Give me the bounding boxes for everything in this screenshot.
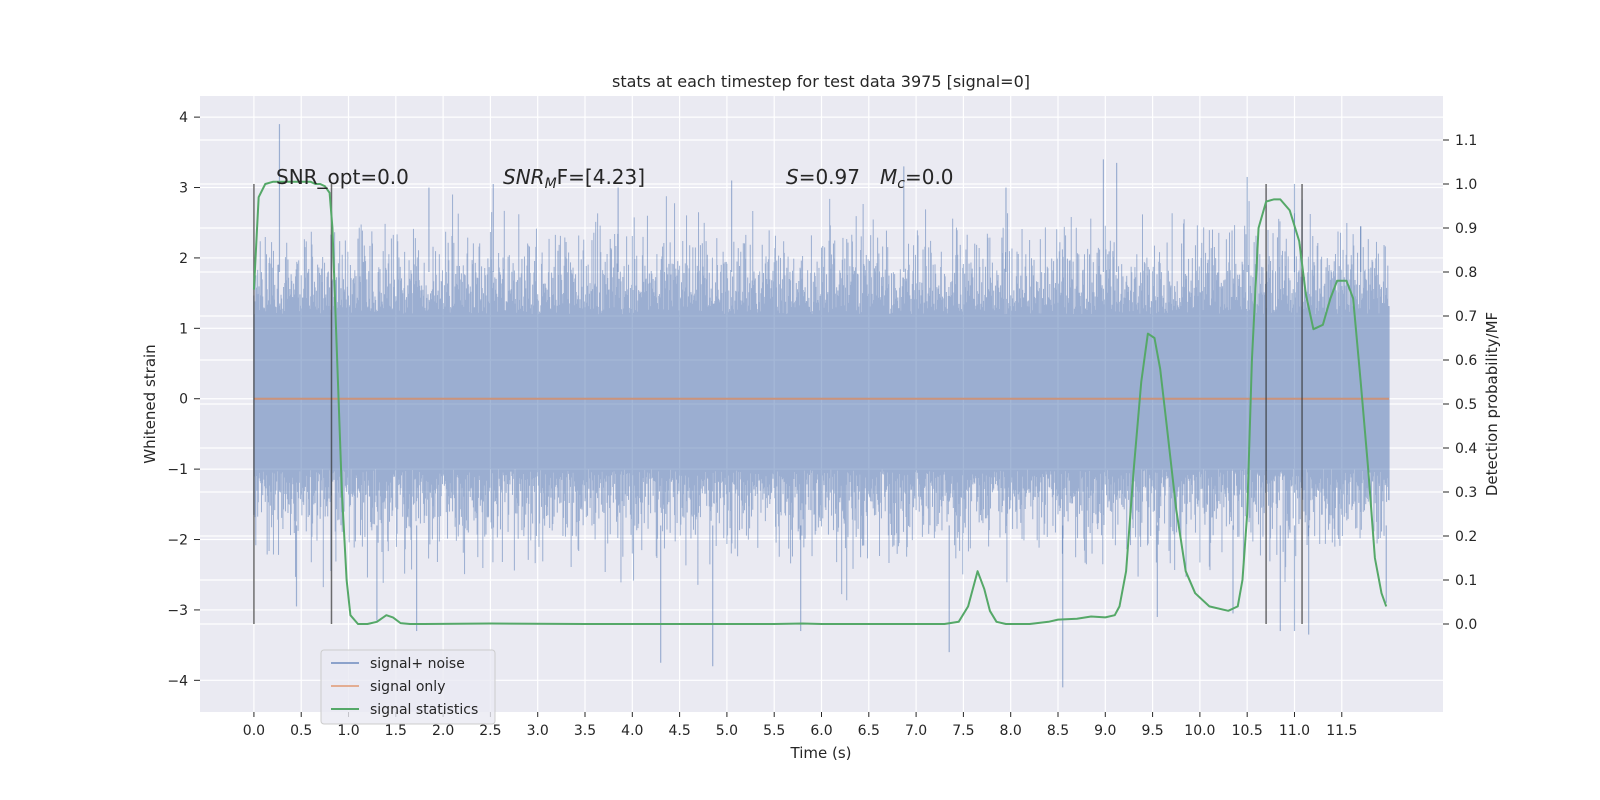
chart-title: stats at each timestep for test data 397… xyxy=(612,72,1030,91)
annotation-mc-rest: =0.0 xyxy=(905,165,954,189)
x-tick-label: 0.5 xyxy=(290,723,312,739)
legend-label-signal-noise: signal+ noise xyxy=(370,656,465,672)
annotation-snr-mf-rest: F=[4.23] xyxy=(557,165,645,189)
y-right-axis-ticks: 0.0 0.1 0.2 0.3 0.4 0.5 0.6 0.7 0.8 0.9 1.0 1.1 xyxy=(1443,133,1477,633)
y-left-tick-label: −4 xyxy=(167,673,188,689)
annotation-s-name: S xyxy=(786,165,799,189)
y-left-axis-ticks: −4 −3 −2 −1 0 1 2 3 4 xyxy=(167,110,200,689)
x-tick-label: 1.0 xyxy=(337,723,359,739)
y-right-tick-label: 0.2 xyxy=(1455,529,1477,545)
y-left-tick-label: 2 xyxy=(179,251,188,267)
y-right-tick-label: 0.5 xyxy=(1455,397,1477,413)
y-right-tick-label: 0.3 xyxy=(1455,485,1477,501)
y-right-tick-label: 0.1 xyxy=(1455,573,1477,589)
x-tick-label: 11.5 xyxy=(1326,723,1357,739)
y-right-axis-label: Detection probability/MF xyxy=(1483,312,1501,496)
x-axis-ticks: 0.0 0.5 1.0 1.5 2.0 2.5 3.0 3.5 4.0 4.5 5.0 5.5 6.0 6… xyxy=(243,712,1357,739)
x-tick-label: 8.5 xyxy=(1047,723,1069,739)
x-tick-label: 6.5 xyxy=(858,723,880,739)
x-tick-label: 2.5 xyxy=(479,723,501,739)
annotation-snr-mf: SNRMF=[4.23] xyxy=(503,165,645,192)
y-left-tick-label: 3 xyxy=(179,181,188,197)
y-left-axis-label: Whitened strain xyxy=(141,344,159,463)
y-right-tick-label: 0.6 xyxy=(1455,353,1477,369)
annotation-s: S=0.97 xyxy=(786,165,860,189)
signal-statistics-line xyxy=(252,180,1388,625)
x-tick-label: 3.0 xyxy=(527,723,549,739)
y-right-tick-label: 0.0 xyxy=(1455,617,1477,633)
annotation-s-rest: =0.97 xyxy=(799,165,860,189)
y-left-tick-label: 1 xyxy=(179,321,188,337)
series-signal-statistics-group xyxy=(252,180,1388,625)
y-right-tick-label: 0.9 xyxy=(1455,221,1477,237)
annotation-mc: Mc=0.0 xyxy=(880,165,954,192)
y-right-tick-label: 1.0 xyxy=(1455,177,1477,193)
legend-box xyxy=(320,649,496,725)
x-axis-label: Time (s) xyxy=(790,744,852,762)
annotation-snr-mf-name: SNR xyxy=(503,165,545,189)
x-tick-label: 0.0 xyxy=(243,723,265,739)
x-tick-label: 4.5 xyxy=(668,723,690,739)
x-tick-label: 7.0 xyxy=(905,723,927,739)
y-right-tick-label: 1.1 xyxy=(1455,133,1477,149)
legend: signal+ noise signal only signal statist… xyxy=(320,649,496,725)
x-tick-label: 5.0 xyxy=(716,723,738,739)
x-tick-label: 6.0 xyxy=(810,723,832,739)
x-tick-label: 11.0 xyxy=(1279,723,1310,739)
legend-label-signal-statistics: signal statistics xyxy=(370,702,478,718)
y-left-tick-label: 0 xyxy=(179,392,188,408)
y-right-tick-label: 0.7 xyxy=(1455,309,1477,325)
x-tick-label: 10.0 xyxy=(1184,723,1215,739)
x-tick-label: 4.0 xyxy=(621,723,643,739)
y-left-tick-label: −3 xyxy=(167,603,188,619)
y-right-tick-label: 0.8 xyxy=(1455,265,1477,281)
series-signal-noise xyxy=(253,124,1390,688)
x-tick-label: 5.5 xyxy=(763,723,785,739)
x-tick-label: 8.0 xyxy=(1000,723,1022,739)
x-tick-label: 3.5 xyxy=(574,723,596,739)
annotation-snr-mf-sub: M xyxy=(545,176,557,192)
annotation-mc-sub: c xyxy=(897,176,905,192)
annotation-mc-name: M xyxy=(880,165,897,189)
x-tick-label: 9.0 xyxy=(1094,723,1116,739)
legend-label-signal-only: signal only xyxy=(370,679,445,695)
y-right-tick-label: 0.4 xyxy=(1455,441,1477,457)
x-tick-label: 10.5 xyxy=(1232,723,1263,739)
y-left-tick-label: 4 xyxy=(179,110,188,126)
annotation-snr-opt: SNR_opt=0.0 xyxy=(276,165,409,189)
x-tick-label: 1.5 xyxy=(385,723,407,739)
y-left-tick-label: −1 xyxy=(167,462,188,478)
x-tick-label: 9.5 xyxy=(1141,723,1163,739)
x-tick-label: 2.0 xyxy=(432,723,454,739)
x-tick-label: 7.5 xyxy=(952,723,974,739)
y-left-tick-label: −2 xyxy=(167,533,188,549)
